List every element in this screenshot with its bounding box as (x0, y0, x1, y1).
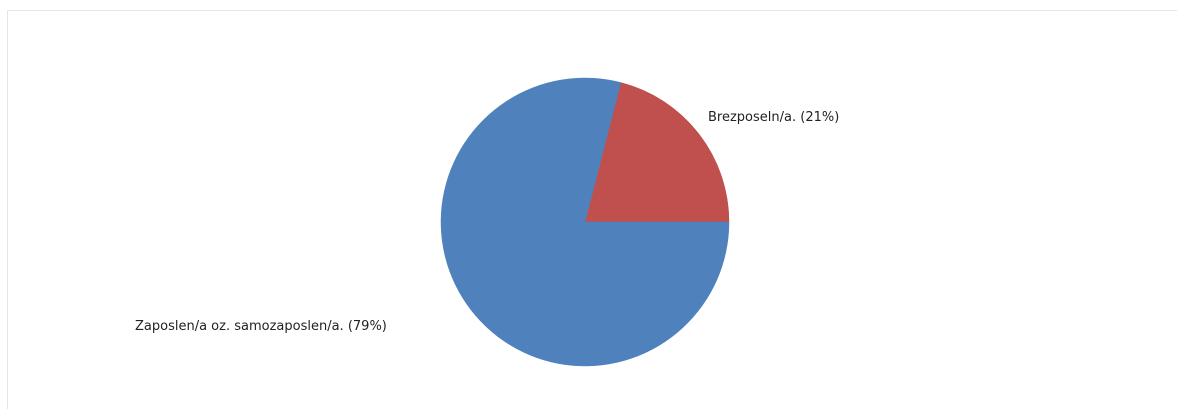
slice-label-zaposleni: Zaposlen/a oz. samozaposlen/a. (79%) (135, 319, 387, 334)
pie-slices (440, 77, 730, 367)
pie-slice-zaposleni (440, 77, 730, 367)
pie-slice-brezposelni (584, 82, 730, 223)
slice-label-brezposelni: Brezposeln/a. (21%) (708, 110, 839, 125)
